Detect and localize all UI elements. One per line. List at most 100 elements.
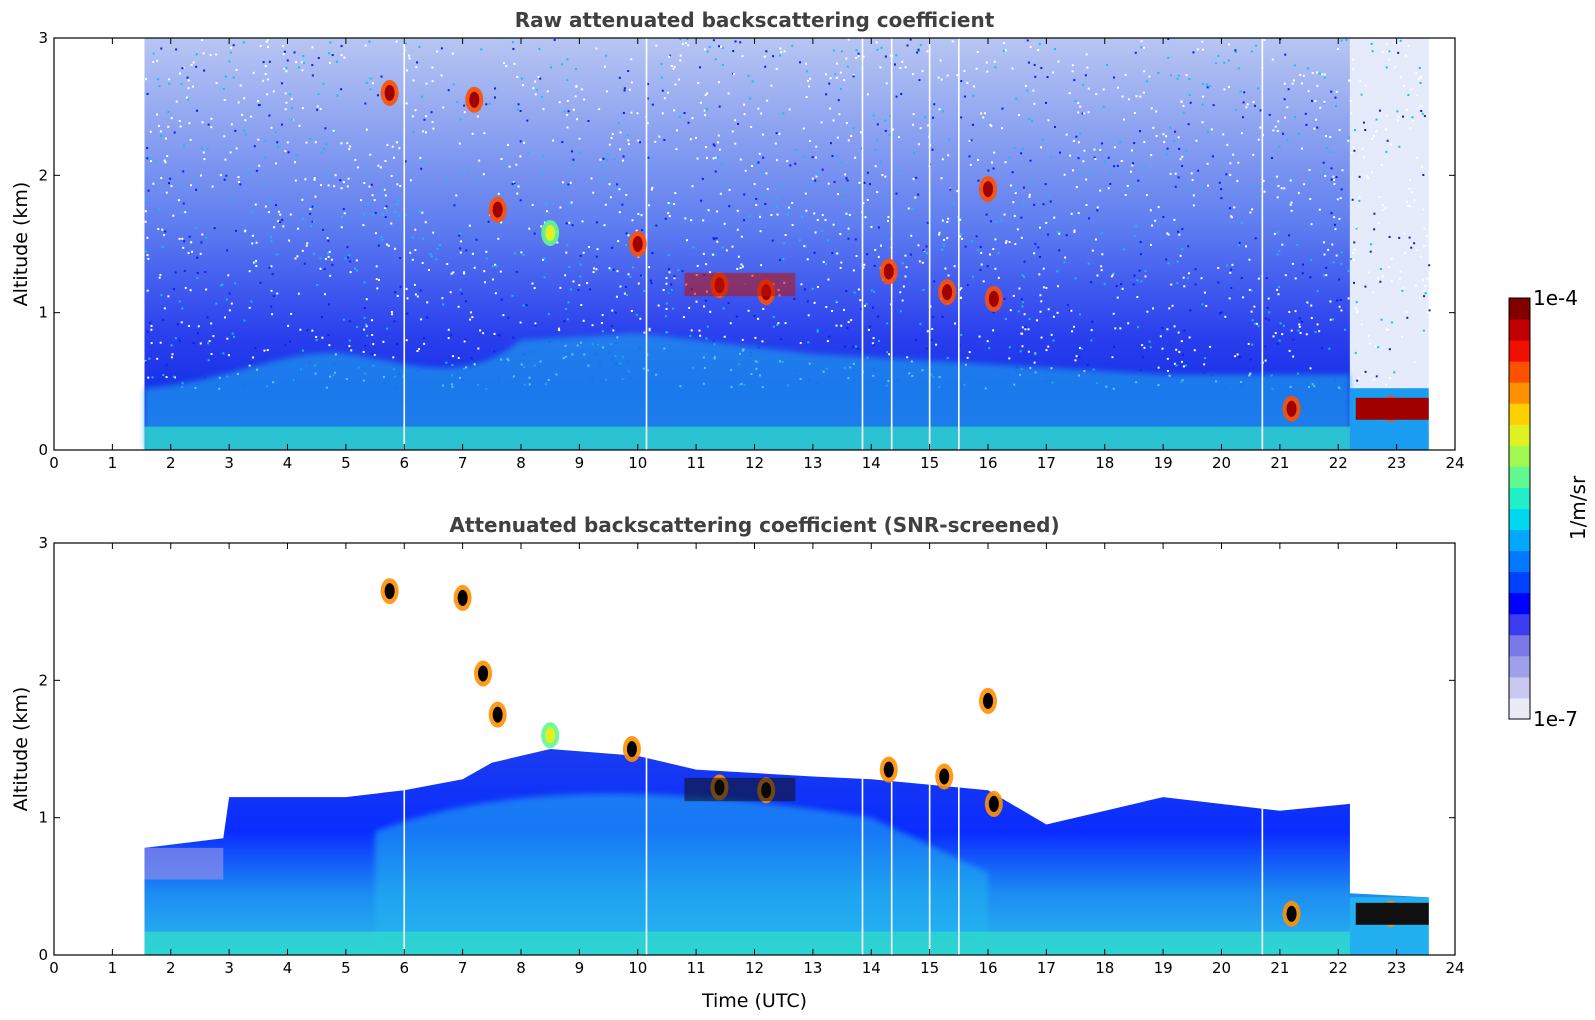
speckle <box>854 156 857 159</box>
speckle <box>445 179 448 182</box>
speckle <box>873 264 876 267</box>
speckle <box>728 188 731 191</box>
speckle <box>1182 104 1185 107</box>
speckle <box>1194 268 1197 271</box>
speckle <box>248 306 251 309</box>
speckle <box>194 226 197 229</box>
speckle <box>1254 44 1257 47</box>
speckle <box>1183 329 1186 332</box>
speckle <box>565 251 568 254</box>
speckle <box>860 308 863 311</box>
speckle <box>370 183 373 186</box>
speckle <box>311 220 314 223</box>
speckle <box>734 40 737 43</box>
speckle <box>424 221 427 224</box>
speckle <box>1004 317 1007 320</box>
speckle <box>618 189 621 192</box>
speckle <box>867 328 870 331</box>
speckle <box>1294 277 1297 280</box>
speckle <box>287 324 290 327</box>
speckle <box>1257 277 1260 280</box>
speckle <box>1327 248 1330 251</box>
speckle <box>230 302 233 305</box>
speckle <box>1345 39 1348 42</box>
speckle <box>1123 118 1126 121</box>
speckle <box>487 220 490 223</box>
speckle <box>302 55 305 58</box>
speckle <box>325 143 328 146</box>
speckle <box>343 56 346 59</box>
speckle <box>1099 189 1102 192</box>
speckle <box>309 137 312 140</box>
speckle <box>1411 119 1414 122</box>
speckle <box>165 191 168 194</box>
speckle <box>297 292 300 295</box>
speckle <box>516 192 519 195</box>
speckle <box>762 156 765 159</box>
speckle <box>1142 91 1145 94</box>
speckle <box>1167 38 1170 41</box>
speckle <box>966 81 969 84</box>
speckle <box>272 295 275 298</box>
speckle <box>435 258 438 261</box>
speckle <box>1181 155 1184 158</box>
speckle <box>1023 275 1026 278</box>
speckle <box>971 123 974 126</box>
speckle <box>1162 133 1165 136</box>
speckle <box>1322 274 1325 277</box>
speckle <box>519 140 522 143</box>
speckle <box>1139 95 1142 98</box>
speckle <box>327 334 330 337</box>
speckle <box>1364 84 1367 87</box>
speckle <box>1355 310 1358 313</box>
speckle <box>762 307 765 310</box>
speckle <box>174 271 177 274</box>
speckle <box>1268 113 1271 116</box>
speckle <box>578 284 581 287</box>
speckle <box>382 340 385 343</box>
speckle <box>1155 134 1158 137</box>
speckle <box>386 327 389 330</box>
speckle <box>1264 359 1267 362</box>
speckle <box>572 158 575 161</box>
speckle <box>1182 276 1185 279</box>
speckle <box>1223 88 1226 91</box>
speckle <box>1135 95 1138 98</box>
speckle <box>416 295 419 298</box>
screened-xtick-label: 11 <box>687 959 706 977</box>
speckle <box>1335 90 1338 93</box>
speckle <box>968 139 971 142</box>
speckle <box>276 292 279 295</box>
speckle <box>472 252 475 255</box>
speckle <box>164 161 167 164</box>
speckle <box>1263 190 1266 193</box>
speckle <box>1276 342 1279 345</box>
speckle <box>267 211 270 214</box>
speckle <box>1137 179 1140 182</box>
speckle <box>970 139 973 142</box>
speckle <box>1402 287 1405 290</box>
speckle <box>390 175 393 178</box>
speckle <box>1008 241 1011 244</box>
speckle <box>270 305 273 308</box>
speckle <box>252 356 255 359</box>
speckle <box>229 151 232 154</box>
speckle <box>497 192 500 195</box>
speckle <box>932 116 935 119</box>
speckle <box>690 329 693 332</box>
speckle <box>414 228 417 231</box>
speckle <box>616 183 619 186</box>
speckle <box>1034 75 1037 78</box>
speckle <box>451 364 454 367</box>
speckle <box>1002 41 1005 44</box>
speckle <box>601 313 604 316</box>
speckle <box>1238 241 1241 244</box>
speckle <box>1023 313 1026 316</box>
speckle <box>146 330 149 333</box>
speckle <box>807 341 810 344</box>
speckle <box>553 185 556 188</box>
speckle <box>178 339 181 342</box>
speckle <box>277 145 280 148</box>
speckle <box>1233 206 1236 209</box>
speckle <box>577 289 580 292</box>
